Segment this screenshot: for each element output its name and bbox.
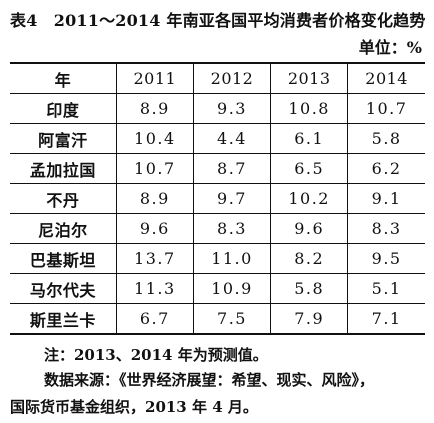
unit-label: 单位：%	[358, 38, 422, 57]
table-cell: 8.9	[115, 183, 194, 214]
row-label-india: 印度	[10, 93, 117, 124]
table-cell: 7.5	[192, 303, 271, 334]
table-cell: 9.3	[192, 93, 271, 124]
row-label-pakistan: 巴基斯坦	[10, 243, 117, 274]
row-label-sri-lanka: 斯里兰卡	[10, 303, 117, 334]
table-cell: 9.6	[115, 213, 194, 244]
table-cell: 4.4	[192, 123, 271, 154]
table-header-row: 年 2011 2012 2013 2014	[10, 63, 425, 94]
table-cell: 6.7	[115, 303, 194, 334]
table-cell: 8.3	[347, 213, 425, 244]
header-cell-2011: 2011	[115, 63, 194, 94]
table-cell: 8.2	[270, 243, 348, 274]
table-cell: 8.7	[192, 153, 271, 184]
row-label-afghanistan: 阿富汗	[10, 123, 117, 154]
table-cell: 6.2	[347, 153, 425, 184]
table-cell: 5.1	[347, 273, 425, 304]
table-cell: 9.6	[270, 213, 348, 244]
header-cell-2014: 2014	[347, 63, 425, 94]
table-row: 尼泊尔 9.6 8.3 9.6 8.3	[10, 213, 425, 244]
source-line-2: 国际货币基金组织，2013 年 4 月。	[10, 398, 258, 416]
table-cell: 9.7	[192, 183, 271, 214]
table-row: 孟加拉国 10.7 8.7 6.5 6.2	[10, 153, 425, 184]
table-row: 印度 8.9 9.3 10.8 10.7	[10, 93, 425, 124]
table-cell: 10.4	[115, 123, 194, 154]
table-cell: 10.8	[270, 93, 348, 124]
table-cell: 7.9	[270, 303, 348, 334]
table-cell: 9.5	[347, 243, 425, 274]
table-title: 表4 2011～2014 年南亚各国平均消费者价格变化趋势	[10, 11, 426, 30]
table-cell: 10.7	[347, 93, 425, 124]
row-label-bhutan: 不丹	[10, 183, 117, 214]
table-cell: 8.3	[192, 213, 271, 244]
header-cell-year-label: 年	[54, 70, 72, 90]
header-cell-2012: 2012	[192, 63, 271, 94]
table-note: 注：2013、2014 年为预测值。	[44, 346, 268, 364]
table-row: 马尔代夫 11.3 10.9 5.8 5.1	[10, 273, 425, 304]
table-cell: 10.9	[192, 273, 271, 304]
table-cell: 9.1	[347, 183, 425, 214]
table-cell: 5.8	[347, 123, 425, 154]
table-cell: 8.9	[115, 93, 194, 124]
table-cell: 10.7	[115, 153, 194, 184]
table-row: 阿富汗 10.4 4.4 6.1 5.8	[10, 123, 425, 154]
source-line-1: 数据来源：《世界经济展望：希望、现实、风险》，	[44, 371, 375, 389]
table-cell: 11.3	[115, 273, 194, 304]
table-cell: 7.1	[347, 303, 425, 334]
table-cell: 10.2	[270, 183, 348, 214]
table-cell: 11.0	[192, 243, 271, 274]
header-cell-2013: 2013	[270, 63, 348, 94]
cpi-table: 年 2011 2012 2013 2014 印度 8.9 9.3 10.8 10…	[10, 62, 425, 335]
table-cell: 6.1	[270, 123, 348, 154]
row-label-maldives: 马尔代夫	[10, 273, 117, 304]
table-row: 斯里兰卡 6.7 7.5 7.9 7.1	[10, 303, 425, 334]
table-cell: 6.5	[270, 153, 348, 184]
table-cell: 13.7	[115, 243, 194, 274]
row-label-bangladesh: 孟加拉国	[10, 153, 117, 184]
table-cell: 5.8	[270, 273, 348, 304]
table-row: 巴基斯坦 13.7 11.0 8.2 9.5	[10, 243, 425, 274]
table-row: 不丹 8.9 9.7 10.2 9.1	[10, 183, 425, 214]
row-label-nepal: 尼泊尔	[10, 213, 117, 244]
